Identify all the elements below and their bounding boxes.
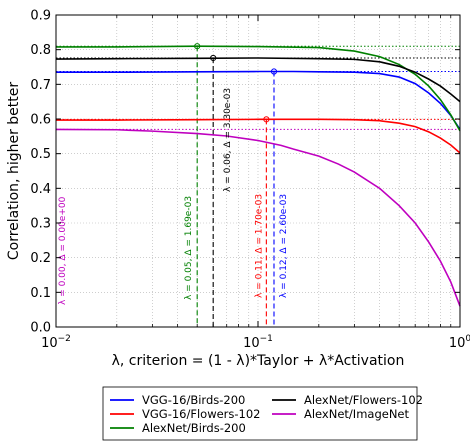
legend-label-alexnet-birds-200: AlexNet/Birds-200 [142, 421, 246, 435]
best-marker-vgg-16-flowers-102 [263, 116, 270, 123]
annotation-alexnet-imagenet: λ = 0.00, Δ = 0.00e+00 [58, 196, 68, 305]
y-tick-label: 0.2 [30, 251, 51, 266]
series-line-vgg-16-birds-200 [56, 70, 461, 130]
y-tick-label: 0.8 [30, 43, 51, 58]
legend-label-alexnet-imagenet: AlexNet/ImageNet [304, 407, 409, 421]
series-line-vgg-16-flowers-102 [56, 118, 461, 154]
series-line-alexnet-flowers-102 [55, 57, 461, 103]
annotation-vgg-16-birds-200: λ = 0.12, Δ = 2.60e-03 [279, 194, 289, 298]
y-tick-label: 0.9 [30, 9, 51, 24]
legend-box [102, 386, 418, 441]
legend-label-vgg-16-flowers-102: VGG-16/Flowers-102 [142, 407, 261, 421]
y-tick-label: 0.3 [30, 217, 51, 232]
x-tick-label: 10−2 [41, 334, 71, 351]
best-lambda-lines [196, 46, 275, 327]
annotation-alexnet-birds-200: λ = 0.05, Δ = 1.69e-03 [184, 196, 194, 300]
y-tick-label: 0.1 [30, 286, 51, 301]
y-tick-label: 0.5 [30, 147, 51, 162]
best-marker-alexnet-birds-200 [194, 43, 201, 50]
series-line-alexnet-imagenet [55, 128, 461, 307]
y-tick-label: 0.0 [30, 321, 51, 336]
annotation-vgg-16-flowers-102: λ = 0.11, Δ = 1.70e-03 [254, 194, 264, 298]
x-tick-label: 100 [449, 334, 470, 351]
legend-label-vgg-16-birds-200: VGG-16/Birds-200 [142, 393, 245, 407]
legend: VGG-16/Birds-200VGG-16/Flowers-102AlexNe… [102, 386, 423, 441]
series-line-alexnet-birds-200 [56, 45, 461, 132]
axis-ticks: 0.0 0.1 0.2 0.3 0.4 0.5 0.6 0.7 0.8 0.9 10−2 10−1 10… [30, 9, 470, 352]
y-axis-label: Correlation, higher better [6, 82, 22, 261]
y-tick-label: 0.4 [30, 182, 51, 197]
x-tick-label: 10−1 [243, 334, 273, 351]
x-axis-label: λ, criterion = (1 - λ)*Taylor + λ*Activa… [112, 353, 405, 369]
annotations: λ = 0.12, Δ = 2.60e-03 λ = 0.11, Δ = 1.70… [58, 88, 289, 305]
legend-label-alexnet-flowers-102: AlexNet/Flowers-102 [304, 393, 423, 407]
best-markers [194, 43, 278, 123]
series-lines [55, 45, 461, 307]
y-tick-label: 0.6 [30, 113, 51, 128]
y-tick-label: 0.7 [30, 78, 51, 93]
best-marker-alexnet-flowers-102 [210, 54, 217, 62]
annotation-alexnet-flowers-102: λ = 0.06, Δ = 3.30e-03 [223, 88, 233, 192]
best-marker-vgg-16-birds-200 [270, 68, 278, 75]
